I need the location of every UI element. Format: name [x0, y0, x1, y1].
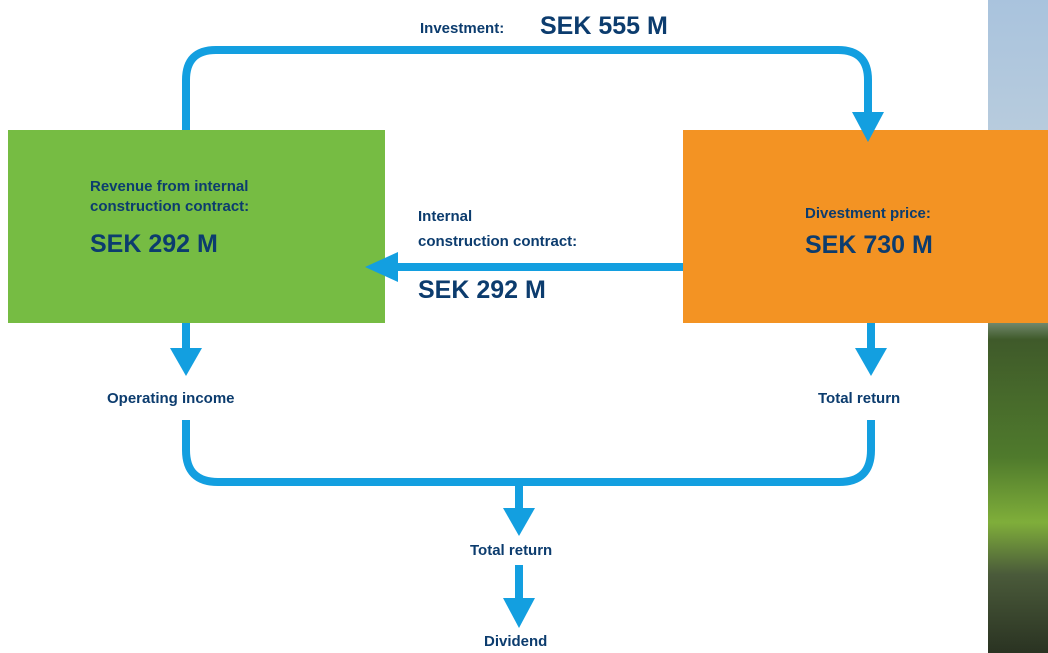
arrowhead [365, 252, 398, 282]
divestment-box [683, 130, 1048, 323]
revenue-amount: SEK 292 M [90, 230, 218, 258]
revenue-box [8, 130, 385, 323]
bottom-loop [182, 420, 875, 486]
total-return: Total return [470, 542, 553, 559]
divestment-label: Divestment price: [805, 205, 931, 222]
arrowheads [170, 112, 887, 628]
top-loop [182, 46, 872, 130]
investment-amount: SEK 555 M [540, 12, 668, 40]
dividend: Dividend [484, 633, 548, 650]
arrowhead [503, 598, 535, 628]
internal-amount: SEK 292 M [418, 276, 546, 304]
revenue-line: construction contract: [90, 198, 250, 215]
divestment-amount: SEK 730 M [805, 231, 933, 259]
photo-strip [988, 0, 1048, 653]
investment-label: Investment: [420, 20, 505, 37]
arrowhead [170, 348, 202, 376]
arrowhead [855, 348, 887, 376]
internal-line: Internal [418, 208, 473, 225]
operating-income: Operating income [107, 390, 235, 407]
total-return: Total return [818, 390, 901, 407]
revenue-line: Revenue from internal [90, 178, 249, 195]
arrowhead [503, 508, 535, 536]
connectors [182, 46, 875, 602]
internal-line: construction contract: [418, 233, 578, 250]
arrowhead [852, 112, 884, 142]
